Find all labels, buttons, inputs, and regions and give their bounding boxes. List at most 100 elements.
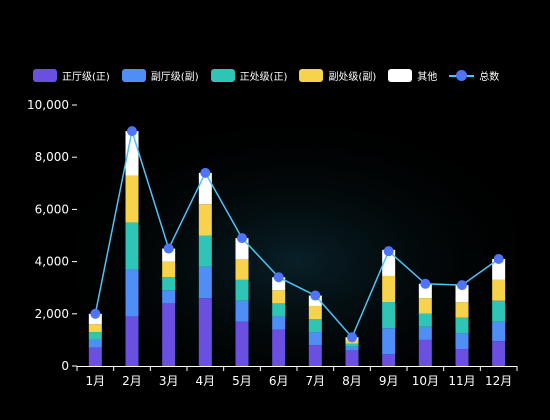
- bar-segment: [198, 266, 212, 299]
- bar-segment: [455, 302, 469, 318]
- x-tick-label: 12月: [485, 374, 512, 388]
- bar-segment: [308, 332, 322, 346]
- x-tick-label: 10月: [412, 374, 439, 388]
- bar-segment: [418, 326, 432, 340]
- bar-segment: [88, 324, 102, 333]
- bar-segment: [88, 347, 102, 366]
- legend-label: 正厅级(正): [62, 71, 110, 83]
- bar-segment: [382, 354, 396, 366]
- bar-segment: [162, 277, 176, 291]
- bar-segment: [198, 298, 212, 366]
- bar-segment: [308, 305, 322, 320]
- bar-segment: [418, 298, 432, 314]
- bar-segment: [382, 328, 396, 355]
- bar-segment: [492, 300, 506, 322]
- legend-item[interactable]: 正厅级(正): [33, 68, 110, 83]
- total-point: [457, 280, 467, 291]
- total-point: [420, 278, 431, 289]
- bar-segment: [455, 349, 469, 366]
- total-point: [163, 243, 174, 254]
- x-tick-label: 7月: [306, 374, 326, 388]
- legend-swatch: [33, 68, 57, 82]
- bar-segment: [492, 341, 506, 366]
- plot-glow: [77, 105, 517, 366]
- total-point: [127, 126, 137, 137]
- bar-segment: [235, 300, 249, 322]
- legend-item[interactable]: 副处级(副): [299, 68, 376, 83]
- x-tick-label: 8月: [342, 374, 362, 388]
- bar-segment: [492, 258, 506, 280]
- legend-item[interactable]: 副厅级(副): [121, 68, 199, 83]
- total-point: [200, 167, 211, 178]
- bar-segment: [235, 238, 249, 259]
- total-point: [493, 253, 504, 264]
- bar-segment: [418, 339, 432, 366]
- legend-line-swatch: [449, 69, 475, 82]
- bar-segment: [345, 343, 359, 347]
- bar-segment: [308, 295, 322, 306]
- legend-swatch: [388, 68, 413, 82]
- bar-segment: [382, 275, 396, 303]
- legend-item[interactable]: 其他: [388, 68, 437, 83]
- bar-segment: [125, 175, 139, 223]
- x-tick-label: 4月: [196, 374, 216, 388]
- bar-segment: [418, 313, 432, 327]
- y-tick-label: 2,000: [35, 307, 69, 321]
- legend-swatch: [299, 68, 324, 82]
- bar-segment: [272, 316, 286, 330]
- y-tick-label: 6,000: [35, 202, 69, 216]
- legend-item[interactable]: 正处级(正): [210, 68, 288, 83]
- bar-segment: [272, 290, 286, 304]
- x-tick-label: 6月: [269, 374, 289, 388]
- legend-label: 副处级(副): [328, 71, 377, 83]
- x-tick-label: 1月: [86, 374, 106, 388]
- bar-segment: [162, 261, 176, 278]
- x-tick-label: 5月: [232, 374, 252, 388]
- bar-segment: [162, 290, 176, 304]
- y-tick-label: 0: [61, 359, 69, 373]
- bar-segment: [308, 319, 322, 333]
- bar-segment: [235, 258, 249, 280]
- x-tick-label: 11月: [448, 374, 475, 388]
- bar-segment: [455, 317, 469, 334]
- bar-segment: [88, 339, 102, 348]
- bar-segment: [345, 346, 359, 351]
- bar-segment: [308, 345, 322, 366]
- bar-segment: [88, 332, 102, 340]
- bar-segment: [382, 249, 396, 276]
- legend-item[interactable]: 总数: [449, 68, 499, 83]
- bar-segment: [125, 269, 139, 317]
- bar-segment: [345, 350, 359, 366]
- legend-swatch: [121, 68, 146, 82]
- legend-label: 其他: [417, 71, 438, 83]
- bar-segment: [492, 321, 506, 342]
- bar-segment: [492, 279, 506, 301]
- total-point: [310, 290, 321, 301]
- bar-segment: [382, 302, 396, 329]
- bar-segment: [455, 285, 469, 303]
- total-point: [347, 332, 357, 343]
- x-tick-label: 9月: [379, 374, 399, 388]
- total-point: [273, 272, 284, 283]
- x-tick-label: 3月: [159, 374, 179, 388]
- y-tick-label: 10,000: [27, 98, 69, 112]
- bar-segment: [198, 235, 212, 267]
- bar-segment: [198, 204, 212, 236]
- total-line: [94, 130, 500, 339]
- bar-segment: [235, 279, 249, 301]
- x-tick-label: 2月: [122, 374, 142, 388]
- legend-label: 总数: [479, 71, 500, 83]
- bar-segment: [162, 303, 176, 366]
- total-point: [237, 233, 247, 244]
- legend-label: 正处级(正): [239, 71, 288, 83]
- bar-segment: [125, 222, 139, 270]
- y-tick-label: 8,000: [35, 150, 69, 164]
- y-tick-label: 4,000: [35, 255, 69, 269]
- bar-segment: [88, 313, 102, 325]
- legend-label: 副厅级(副): [150, 71, 199, 83]
- bar-segment: [125, 316, 139, 366]
- total-point: [383, 246, 394, 257]
- total-point: [90, 308, 101, 319]
- bar-segment: [455, 333, 469, 350]
